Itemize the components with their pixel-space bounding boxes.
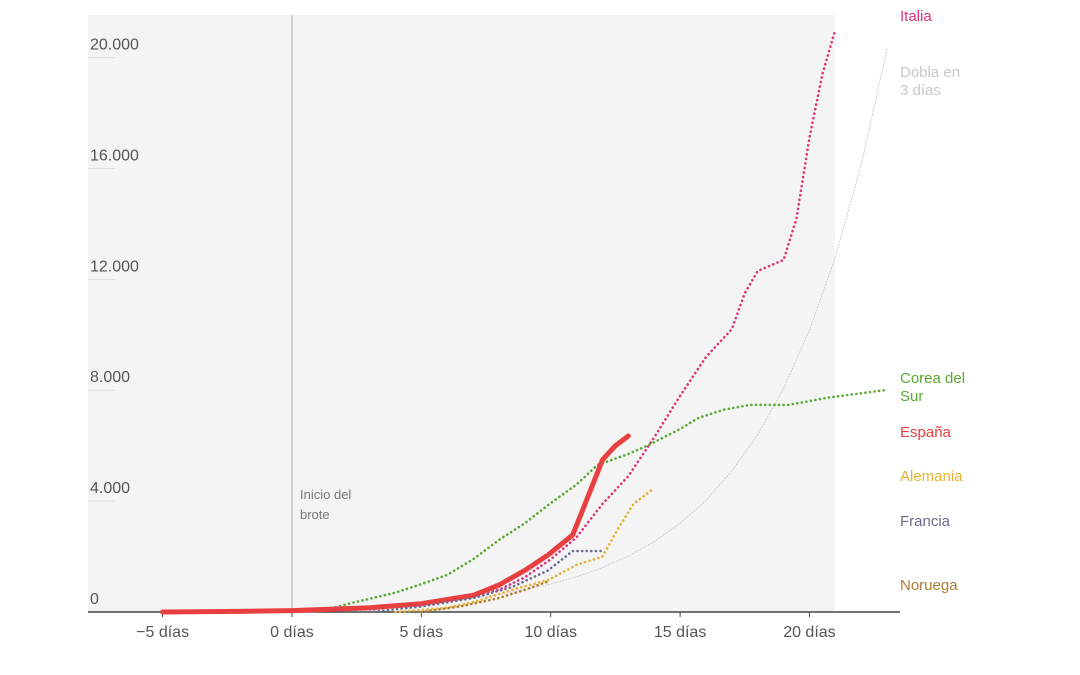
y-tick-label: 4.000	[90, 480, 130, 497]
series-label: Italia	[900, 8, 932, 25]
series-label: Noruega	[900, 577, 958, 594]
series-label: España	[900, 424, 951, 441]
x-tick-label: 10 días	[524, 624, 576, 641]
series-line	[394, 488, 653, 614]
series-line	[290, 28, 837, 614]
series-line	[420, 580, 550, 614]
y-tick-label: 0	[90, 591, 99, 608]
y-tick-label: 8.000	[90, 369, 130, 386]
annotation: Inicio del brote	[300, 487, 352, 522]
y-tick-label: 12.000	[90, 258, 139, 275]
series-label: Dobla en 3 días	[900, 64, 961, 99]
series-label: Francia	[900, 513, 951, 530]
x-tick-label: 5 días	[400, 624, 444, 641]
series-label: Alemania	[900, 468, 963, 485]
series-label: Corea del Sur	[900, 370, 966, 405]
x-tick-label: 0 días	[270, 624, 314, 641]
x-tick-label: −5 días	[136, 624, 189, 641]
y-tick-label: 16.000	[90, 147, 139, 164]
x-tick-label: 15 días	[654, 624, 706, 641]
series-line	[160, 433, 631, 615]
y-tick-label: 20.000	[90, 37, 139, 54]
series-line	[316, 388, 886, 614]
x-tick-label: 20 días	[783, 624, 835, 641]
series-line	[368, 549, 604, 614]
plot-background	[88, 15, 835, 612]
